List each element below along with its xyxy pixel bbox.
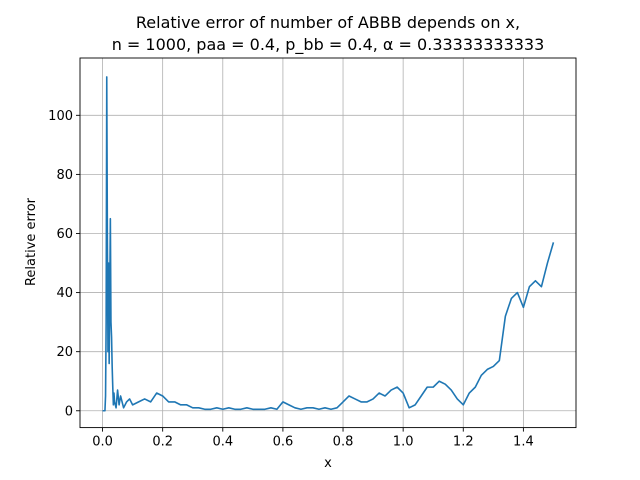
x-tick-label: 1.2: [453, 435, 474, 450]
plot-frame: [79, 57, 577, 429]
x-tick-label: 0.2: [152, 435, 173, 450]
y-tick-label: 40: [56, 286, 73, 301]
grid: [80, 58, 576, 428]
x-tick-label: 0.4: [212, 435, 233, 450]
x-tick-label: 1.0: [393, 435, 414, 450]
chart-title-line2: n = 1000, paa = 0.4, p_bb = 0.4, α = 0.3…: [112, 35, 545, 55]
series-line: [102, 76, 555, 412]
chart-title-line1: Relative error of number of ABBB depends…: [136, 13, 520, 32]
x-axis-label: x: [324, 456, 332, 471]
y-axis-label: Relative error: [24, 197, 39, 286]
x-tick-label: 0.0: [92, 435, 113, 450]
y-tick-label: 0: [65, 404, 73, 419]
plot-area: [102, 76, 555, 412]
y-tick-label: 80: [56, 168, 73, 183]
y-tick-label: 100: [48, 109, 73, 124]
x-tick-label: 0.6: [273, 435, 294, 450]
x-tick-label: 1.4: [513, 435, 534, 450]
y-tick-label: 60: [56, 227, 73, 242]
x-axis: 0.0 0.2 0.4 0.6 0.8 1.0 1.2 1.4: [92, 427, 534, 450]
y-axis: 0 20 40 60 80 100: [48, 109, 80, 419]
x-tick-label: 0.8: [333, 435, 354, 450]
y-tick-label: 20: [56, 345, 73, 360]
